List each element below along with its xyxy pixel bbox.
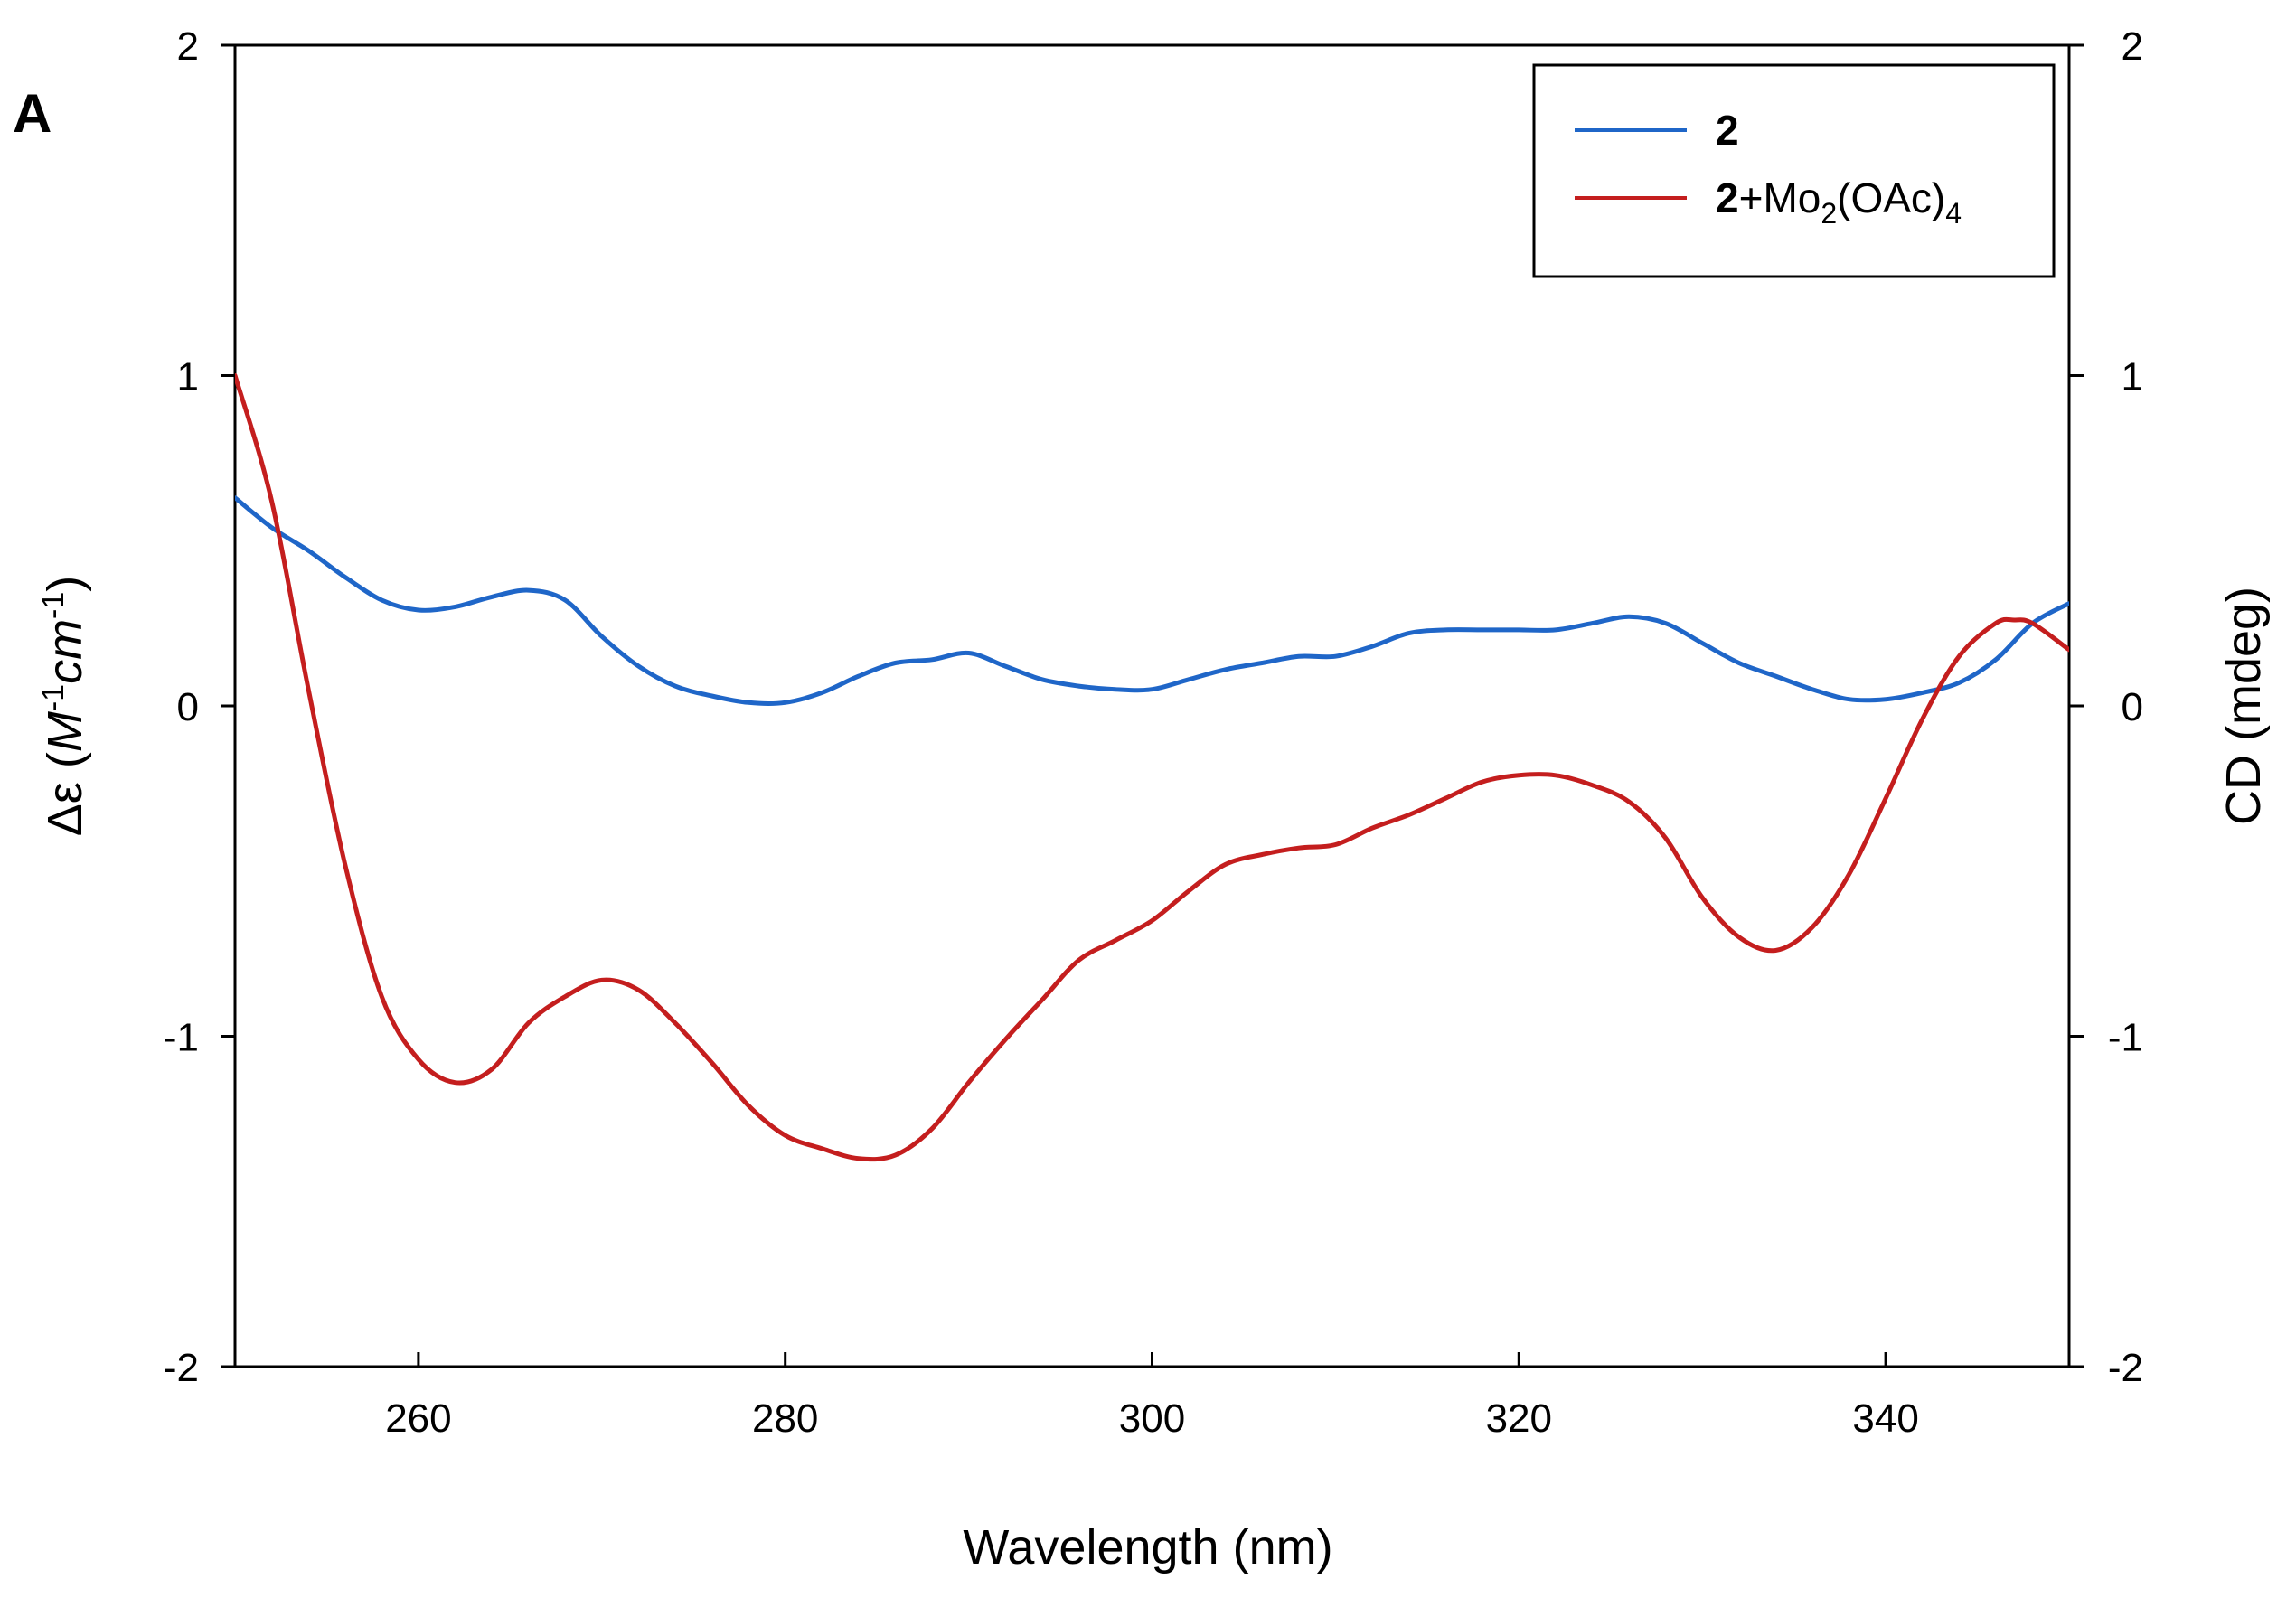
y-left-tick-label-2: 2 — [177, 24, 199, 69]
y-left-tick-label-1: 1 — [177, 355, 199, 400]
x-tick-label-260: 260 — [385, 1396, 451, 1441]
y-left-tick-label--2: -2 — [164, 1346, 199, 1390]
legend-label-sub-4: 4 — [1945, 197, 1962, 230]
legend-box — [1532, 63, 2056, 278]
y-axis-right-title: CD (mdeg) — [2216, 587, 2271, 825]
y-left-tick-label--1: -1 — [164, 1016, 199, 1060]
x-axis-title: Wavelength (nm) — [963, 1520, 1332, 1574]
series-line-2 — [235, 495, 2069, 706]
x-tick-label-320: 320 — [1486, 1396, 1552, 1441]
legend-label-plus-mo: +Mo — [1739, 174, 1821, 221]
y-left-cm: cm — [38, 619, 92, 684]
panel-label: A — [13, 83, 52, 144]
legend-label-series-2: 2 — [1716, 107, 1739, 154]
x-tick-label-300: 300 — [1119, 1396, 1185, 1441]
y-left-prefix: Δε ( — [38, 752, 92, 836]
legend-label-oac: (OAc) — [1837, 174, 1945, 221]
series-line-2-mo2-oac4 — [235, 373, 2069, 1162]
axis-ticks: 260 280 300 320 340 -2 -2 -1 -1 0 0 1 1 2 2 — [164, 24, 2143, 1441]
legend: 2 2+Mo2(OAc)4 — [1532, 63, 2056, 278]
y-left-m: M — [38, 711, 92, 752]
y-left-suffix: ) — [38, 576, 92, 592]
legend-label-sub-2: 2 — [1821, 197, 1837, 230]
x-tick-label-280: 280 — [752, 1396, 818, 1441]
y-left-sup2: -1 — [36, 592, 71, 619]
y-right-tick-label--2: -2 — [2108, 1346, 2143, 1390]
legend-label-2-bold: 2 — [1716, 174, 1739, 221]
y-left-sup1: -1 — [36, 684, 71, 711]
legend-label-series-2-mo: 2+Mo2(OAc)4 — [1716, 174, 1962, 230]
y-right-tick-label-0: 0 — [2122, 685, 2143, 729]
y-right-tick-label-2: 2 — [2122, 24, 2143, 69]
y-axis-left-title: Δε (M-1cm-1) — [36, 576, 92, 837]
legend-label-series-2-bold: 2 — [1716, 107, 1739, 154]
series-layer — [235, 373, 2069, 1162]
y-right-tick-label-1: 1 — [2122, 355, 2143, 400]
y-left-tick-label-0: 0 — [177, 685, 199, 729]
y-right-tick-label--1: -1 — [2108, 1016, 2143, 1060]
x-tick-label-340: 340 — [1852, 1396, 1918, 1441]
